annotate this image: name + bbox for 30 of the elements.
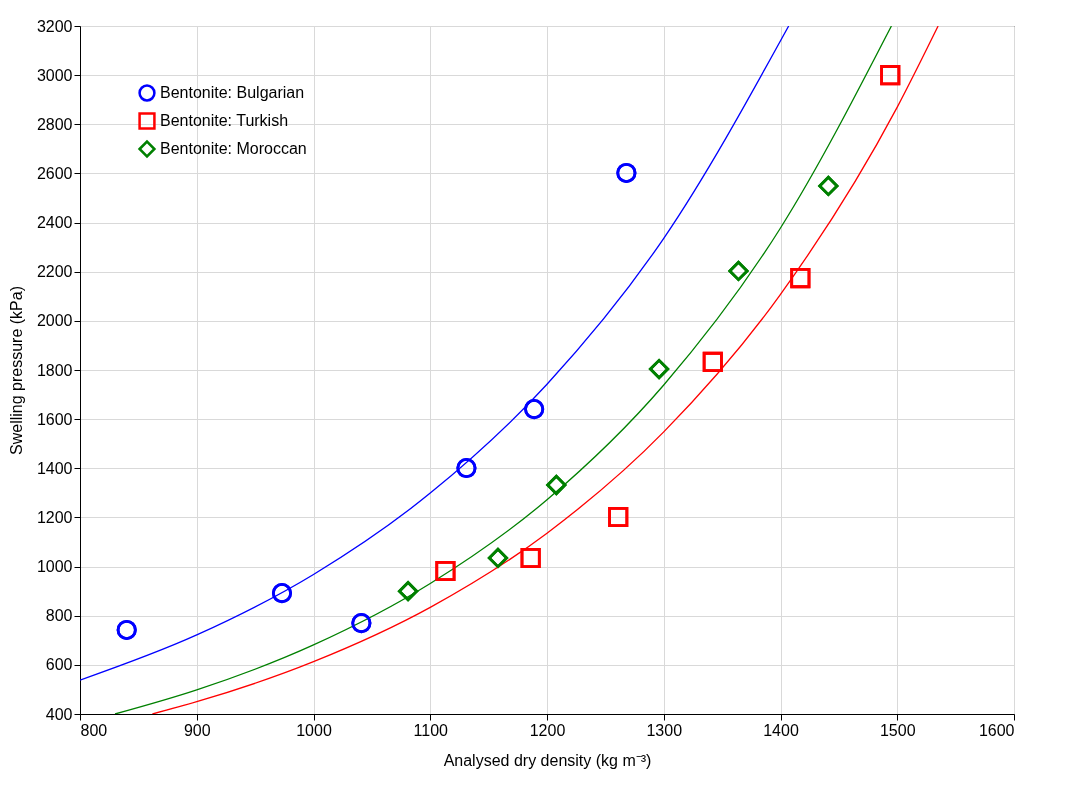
line-series: [80, 26, 790, 681]
x-tick-label: 1200: [529, 721, 566, 739]
y-tick-label: 400: [45, 705, 73, 723]
y-tick-label: 2800: [36, 115, 73, 133]
y-tick-label: 3200: [36, 17, 73, 35]
y-tick-label: 1600: [36, 410, 73, 428]
x-tick-label: 1400: [763, 721, 799, 739]
x-tick-label: 800: [80, 721, 108, 739]
y-tick-label: 1800: [36, 361, 73, 379]
legend-label: Bentonite: Bulgarian: [160, 84, 305, 101]
x-tick-label: 1100: [413, 721, 449, 739]
y-tick-label: 2000: [36, 312, 73, 330]
y-tick-label: 3000: [36, 66, 73, 84]
x-tick-label: 900: [183, 721, 211, 739]
x-axis-title: Analysed dry density (kg m⁻³): [443, 751, 652, 769]
y-tick-label: 2600: [36, 164, 73, 182]
y-tick-label: 1000: [36, 558, 73, 576]
y-axis-title: Swelling pressure (kPa): [7, 286, 25, 455]
x-tick-label: 1300: [646, 721, 683, 739]
x-tick-label: 1000: [296, 721, 332, 739]
y-tick-label: 2400: [36, 214, 73, 232]
legend-label: Bentonite: Turkish: [160, 112, 289, 129]
y-tick-label: 1200: [36, 508, 73, 526]
y-tick-label: 1400: [36, 459, 73, 477]
y-tick-label: 800: [45, 607, 73, 625]
x-tick-label: 1500: [879, 721, 916, 739]
y-tick-label: 600: [45, 656, 73, 674]
x-tick-label: 1600: [978, 721, 1015, 739]
legend-label: Bentonite: Moroccan: [160, 140, 307, 157]
y-tick-label: 2200: [36, 263, 73, 281]
